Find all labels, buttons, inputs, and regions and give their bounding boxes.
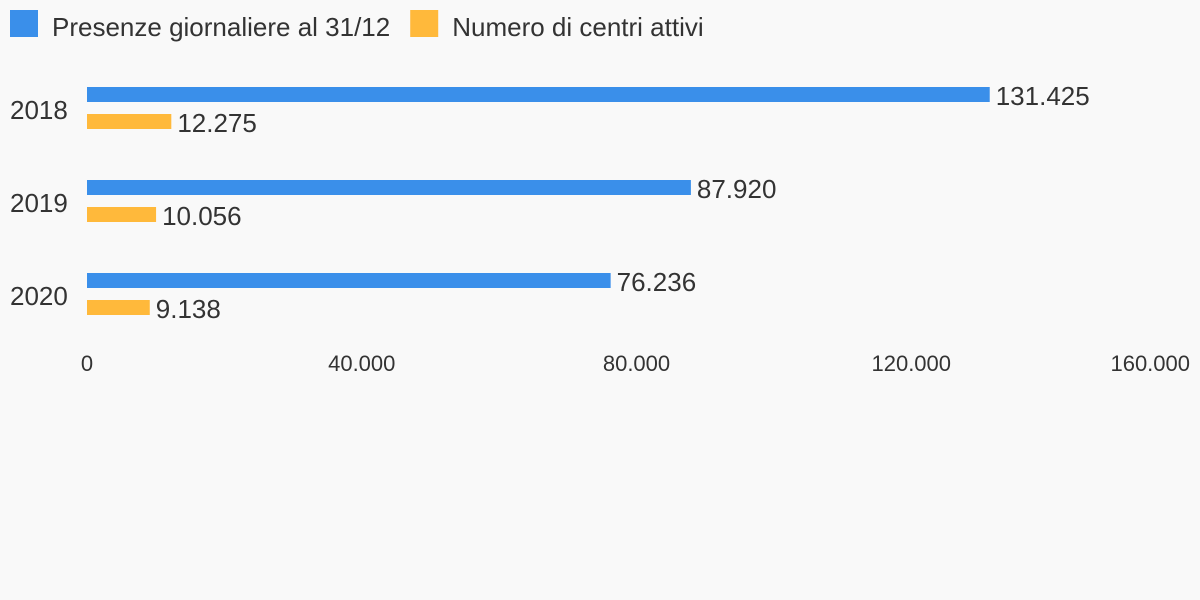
x-tick-label-3: 80.000 bbox=[603, 351, 670, 376]
bar-2020-series-2 bbox=[87, 300, 150, 315]
value-label-2018-series-2: 12.275 bbox=[177, 108, 257, 138]
value-label-2019-series-2: 10.056 bbox=[162, 201, 242, 231]
x-tick-label-5: 160.000 bbox=[1110, 351, 1190, 376]
x-tick-label-1: 0 bbox=[81, 351, 93, 376]
value-label-2020-series-2: 9.138 bbox=[156, 294, 221, 324]
bar-2020-series-1 bbox=[87, 273, 611, 288]
legend-label-2: Numero di centri attivi bbox=[452, 12, 703, 42]
legend: Presenze giornaliere al 31/12 Numero di c… bbox=[10, 10, 704, 42]
x-tick-label-2: 40.000 bbox=[328, 351, 395, 376]
value-label-2018-series-1: 131.425 bbox=[996, 81, 1090, 111]
category-label-2019: 2019 bbox=[10, 188, 68, 218]
bar-2019-series-1 bbox=[87, 180, 691, 195]
bar-2018-series-2 bbox=[87, 114, 172, 129]
plot-area: 2018 131.425 12.275 2019 87.920 10.056 2020 76.… bbox=[10, 81, 1090, 324]
value-label-2019-series-1: 87.920 bbox=[697, 174, 777, 204]
legend-swatch-2 bbox=[410, 10, 439, 37]
legend-swatch-1 bbox=[10, 10, 38, 37]
bar-2019-series-2 bbox=[87, 207, 157, 222]
value-label-2020-series-1: 76.236 bbox=[617, 267, 697, 297]
legend-label-1: Presenze giornaliere al 31/12 bbox=[52, 12, 390, 42]
x-axis: 0 40.000 80.000 120.000 160.000 bbox=[81, 351, 1190, 376]
category-label-2020: 2020 bbox=[10, 281, 68, 311]
category-label-2018: 2018 bbox=[10, 95, 68, 125]
x-tick-label-4: 120.000 bbox=[871, 351, 951, 376]
bar-2018-series-1 bbox=[87, 87, 990, 102]
